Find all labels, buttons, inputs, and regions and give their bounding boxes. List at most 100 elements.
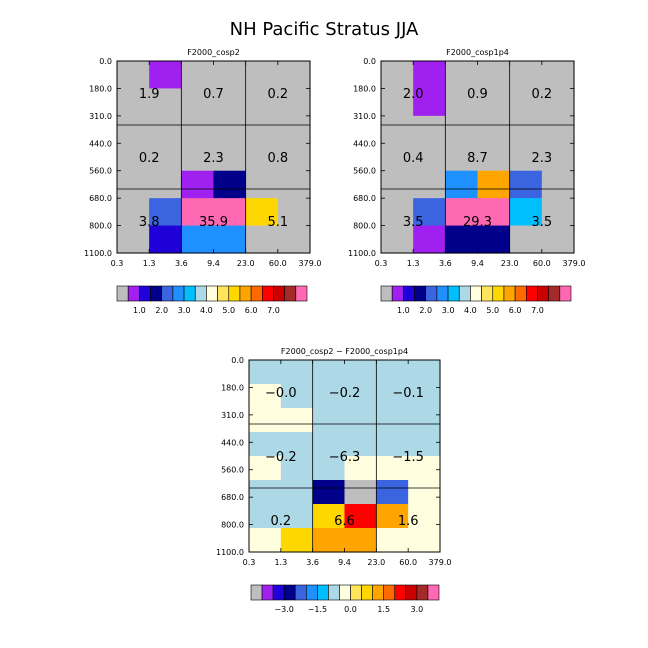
heatmap-cell [344,384,377,409]
colorbar-swatch [273,285,285,302]
heatmap-cell [408,360,441,385]
heatmap-cell [344,360,377,385]
colorbar-swatch [172,285,185,302]
heatmap-cell [376,384,409,409]
x-tick-label: 9.4 [207,259,220,268]
panel-difference: F2000_cosp2 − F2000_cosp1p4 −0.0 −0.2 −0.1 −… [216,347,451,614]
heatmap-cell [408,480,441,505]
heatmap-cell [117,61,150,90]
y-tick-label: 0.0 [99,57,112,66]
heatmap-cell [541,170,575,199]
heatmap-cell [245,225,279,254]
heatmap-cell [117,198,150,227]
heatmap-cell [376,360,409,385]
colorbar-swatch [150,285,163,302]
colorbar-swatch [514,285,527,302]
colorbar-swatch [116,285,129,302]
heatmap-cell [213,170,247,199]
heatmap-cell [381,61,414,90]
heatmap-cell [280,456,314,481]
heatmap-cell [477,61,511,90]
colorbar-swatch [537,285,549,302]
heatmap-cell [541,143,575,172]
colorbar-swatch [328,584,340,601]
heatmap-cell [381,198,414,227]
colorbar-swatch [294,584,307,601]
colorbar-label: 3.0 [178,306,191,315]
box-value: 0.2 [270,514,291,529]
heatmap-cell [277,198,311,227]
heatmap-cell [381,225,414,254]
heatmap-cell [376,408,409,433]
heatmap-cell [413,170,446,199]
x-tick-label: 23.0 [501,259,519,268]
box-value: 0.9 [467,87,488,102]
colorbar-swatch [391,285,404,302]
colorbar-swatch [206,285,218,302]
heatmap-cell [149,88,182,117]
heatmap-cell [376,432,409,457]
colorbar-swatch [525,285,538,302]
heatmap-cell [408,504,441,529]
heatmap-cell [249,456,282,481]
heatmap-cell [344,528,377,553]
x-tick-label: 9.4 [338,558,351,567]
heatmap-cell [445,61,479,90]
x-tick-label: 379.0 [563,259,586,268]
colorbar-label: −3.0 [274,605,293,614]
box-value: 5.1 [267,215,288,230]
colorbar-swatch [383,584,396,601]
colorbar-label: 6.0 [245,306,258,315]
heatmap-cell [149,61,182,90]
colorbar-label: 3.0 [442,306,455,315]
colorbar-swatch [380,285,393,302]
x-tick-label: 23.0 [367,558,385,567]
box-value: 0.2 [267,87,288,102]
colorbar-swatch [261,584,274,601]
heatmap-cell [280,504,314,529]
x-tick-label: 379.0 [429,558,452,567]
heatmap-cell [280,432,314,457]
panel-title: F2000_cosp2 [187,48,240,57]
heatmap-cell [213,143,247,172]
heatmap-cell [249,528,282,553]
colorbar-swatch [217,285,230,302]
heatmap-cell [312,432,346,457]
colorbar-label: 4.0 [200,306,213,315]
heatmap-cell [445,170,479,199]
heatmap-cell [376,504,409,529]
box-value: −0.0 [265,386,297,401]
heatmap-cell [381,170,414,199]
heatmap-cell [509,88,543,117]
box-value: 2.3 [531,151,552,166]
heatmap-cell [312,408,346,433]
colorbar-label: 5.0 [486,306,499,315]
box-value: 3.5 [531,215,552,230]
heatmap-cell [245,143,279,172]
x-tick-label: 3.6 [175,259,188,268]
heatmap-cell [249,432,282,457]
y-tick-label: 440.0 [221,438,244,447]
heatmap-cell [149,170,182,199]
colorbar-swatch [194,285,207,302]
x-tick-label: 0.3 [375,259,388,268]
heatmap-cell [249,504,282,529]
colorbar-swatch [416,584,429,601]
heatmap-cell [413,143,446,172]
colorbar-swatch [183,285,196,302]
colorbar-label: 1.5 [377,605,390,614]
y-tick-label: 310.0 [89,112,112,121]
heatmap-cell [413,88,446,117]
heatmap-cell [344,408,377,433]
heatmap-cell [541,115,575,144]
box-value: 0.7 [203,87,224,102]
y-tick-label: 180.0 [353,84,376,93]
heatmap-cell [213,115,247,144]
heatmap-cell [277,143,311,172]
heatmap-cell [477,170,511,199]
heatmap-cell [477,198,511,227]
heatmap-cell [381,88,414,117]
colorbar-swatch [350,584,362,601]
heatmap-cell [509,61,543,90]
colorbar-swatch [317,584,329,601]
